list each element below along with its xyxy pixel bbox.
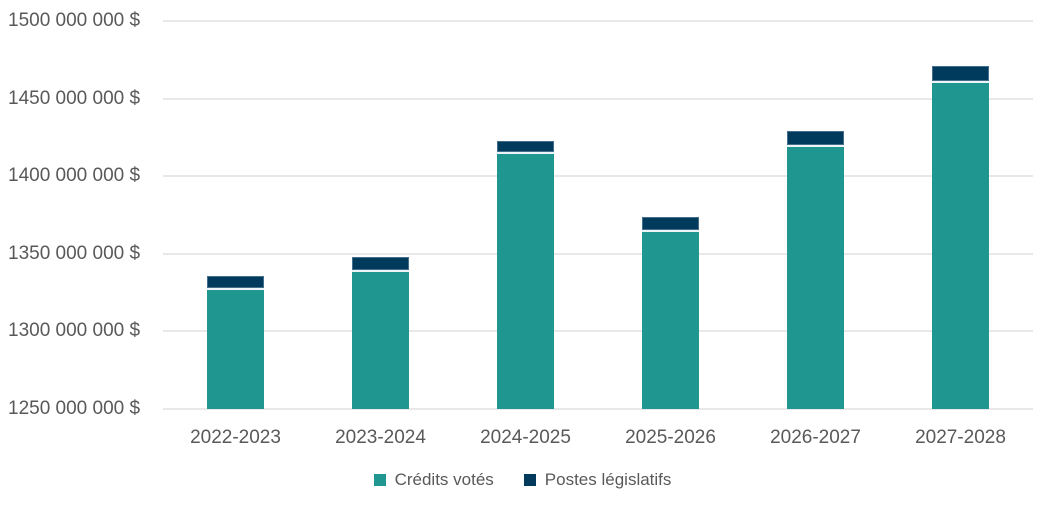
legend-swatch-credits-votes-icon [373, 474, 386, 486]
x-tick-label-2024-2025: 2024-2025 [480, 427, 571, 448]
y-tick-label-1350000000: 1350 000 000 $ [8, 242, 141, 264]
x-tick-label-2025-2026: 2025-2026 [625, 427, 716, 448]
bar-2027-2028-credits-votes [932, 83, 989, 409]
y-tick-label-1250000000: 1250 000 000 $ [8, 398, 141, 419]
y-tick-label-1300000000: 1300 000 000 $ [8, 320, 141, 342]
legend: Crédits votés Postes législatifs [0, 470, 1045, 490]
gridline-1250000000 [163, 408, 1033, 410]
bar-2027-2028-postes-legislatifs [932, 66, 989, 82]
bar-group-2027-2028 [932, 66, 989, 409]
bar-group-2025-2026 [642, 216, 699, 409]
legend-label-credits-votes: Crédits votés [394, 470, 494, 489]
x-tick-label-2023-2024: 2023-2024 [335, 427, 426, 448]
plot-area [163, 20, 1033, 410]
gridline-1300000000 [163, 330, 1033, 333]
y-tick-label-1500000000: 1500 000 000 $ [8, 10, 141, 31]
legend-item-postes-legislatifs: Postes législatifs [523, 470, 672, 490]
bar-2023-2024-credits-votes [352, 272, 409, 409]
gridline-1500000000 [163, 20, 1033, 22]
y-tick-label-1450000000: 1450 000 000 $ [8, 87, 141, 109]
bar-2026-2027-postes-legislatifs [787, 131, 844, 145]
bar-2024-2025-credits-votes [497, 154, 554, 409]
gridline-1400000000 [163, 175, 1033, 178]
bar-2022-2023-credits-votes [207, 289, 264, 409]
legend-item-credits-votes: Crédits votés [373, 470, 494, 490]
y-tick-label-1400000000: 1400 000 000 $ [8, 165, 141, 187]
y-axis: 1500 000 000 $ 1450 000 000 $ 1400 000 000… [0, 0, 163, 440]
gridline-1350000000 [163, 252, 1033, 255]
x-tick-label-2022-2023: 2022-2023 [190, 427, 281, 448]
bar-group-2024-2025 [497, 140, 554, 409]
x-tick-label-2027-2028: 2027-2028 [915, 427, 1006, 448]
legend-label-postes-legislatifs: Postes législatifs [544, 470, 672, 489]
bar-2025-2026-credits-votes [642, 232, 699, 409]
bar-2023-2024-postes-legislatifs [352, 256, 409, 271]
bar-2022-2023-postes-legislatifs [207, 275, 264, 288]
bar-2026-2027-credits-votes [787, 146, 844, 409]
bar-group-2023-2024 [352, 256, 409, 409]
bar-2025-2026-postes-legislatifs [642, 216, 699, 231]
bar-2024-2025-postes-legislatifs [497, 140, 554, 153]
x-axis: 2022-2023 2023-2024 2024-2025 2025-2026 2026… [163, 424, 1033, 454]
bar-group-2026-2027 [787, 131, 844, 409]
bar-group-2022-2023 [207, 275, 264, 409]
gridline-1450000000 [163, 97, 1033, 100]
legend-swatch-postes-legislatifs-icon [523, 474, 536, 486]
x-tick-label-2026-2027: 2026-2027 [770, 427, 861, 448]
